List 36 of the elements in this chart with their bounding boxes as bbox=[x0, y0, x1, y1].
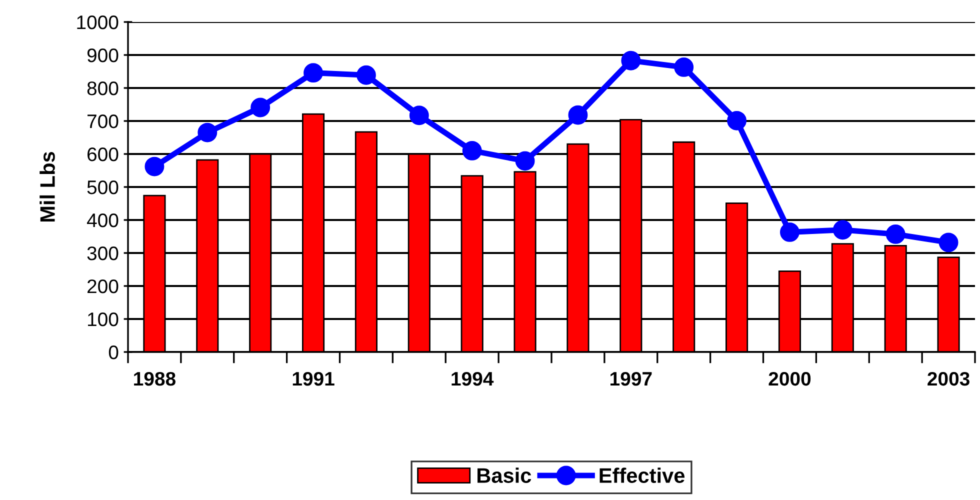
point bbox=[674, 57, 694, 77]
x-tick-label: 1988 bbox=[134, 372, 176, 386]
point bbox=[568, 105, 588, 125]
y-axis-title: Mil Lbs bbox=[40, 152, 55, 222]
legend-label: Effective bbox=[600, 468, 685, 483]
y-tick-label: 900 bbox=[87, 48, 118, 62]
y-tick-label: 300 bbox=[87, 246, 118, 260]
point bbox=[938, 232, 958, 252]
point bbox=[886, 224, 906, 244]
point bbox=[409, 106, 429, 126]
x-tick-label: 1991 bbox=[292, 372, 334, 386]
point bbox=[462, 140, 482, 160]
y-tick-label: 0 bbox=[108, 345, 118, 360]
x-tick-label: 1994 bbox=[452, 372, 494, 386]
point bbox=[198, 122, 218, 142]
y-tick-label: 600 bbox=[88, 147, 118, 162]
point bbox=[304, 63, 324, 83]
point bbox=[727, 110, 747, 130]
y-tick-label: 400 bbox=[86, 213, 118, 228]
point bbox=[250, 98, 270, 118]
y-tick-label: 500 bbox=[87, 180, 118, 194]
y-tick-label: 800 bbox=[87, 81, 118, 96]
x-tick-label: 2003 bbox=[928, 372, 970, 386]
y-tick-label: 100 bbox=[88, 312, 118, 326]
point bbox=[621, 50, 641, 70]
point bbox=[832, 220, 852, 240]
y-tick-label: 700 bbox=[88, 114, 118, 128]
point bbox=[144, 156, 164, 176]
x-tick-label: 1997 bbox=[610, 372, 652, 386]
point bbox=[356, 65, 376, 85]
x-tick-label: 2000 bbox=[768, 372, 811, 386]
point bbox=[515, 151, 535, 171]
point bbox=[780, 222, 800, 242]
legend-label: Basic bbox=[478, 468, 532, 483]
y-tick-label: 1000 bbox=[77, 15, 118, 30]
y-tick-label: 200 bbox=[88, 279, 118, 294]
